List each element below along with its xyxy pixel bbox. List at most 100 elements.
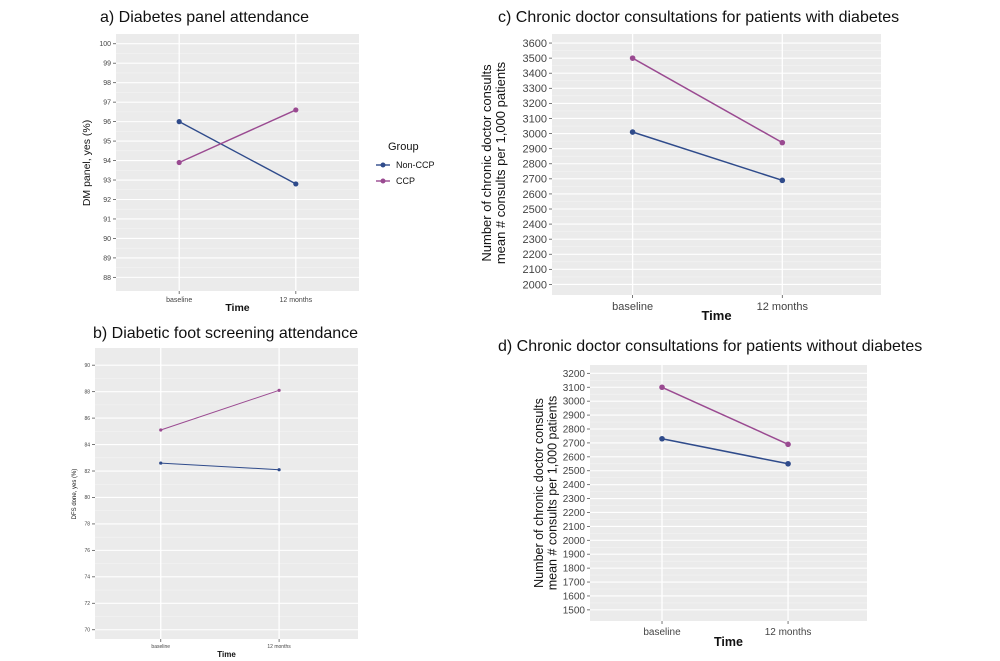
chart-d-y-tick-label: 2800: [563, 425, 586, 436]
chart-d-y-tick-label: 1500: [563, 605, 586, 616]
chart-c-series-line-non-ccp: [632, 131, 783, 182]
chart-c-y-axis-label: Number of chronic doctor consults: [479, 64, 494, 262]
chart-d-point-ccp: [785, 441, 791, 448]
chart-d-title: d) Chronic doctor consultations for pati…: [498, 338, 922, 355]
chart-b-x-tick-label: baseline: [151, 644, 170, 650]
chart-c-y-tick-label: 2200: [523, 249, 547, 261]
chart-c-point-ccp: [779, 139, 786, 146]
chart-b-y-tick-label: 84: [84, 442, 90, 448]
chart-d-y-tick-label: 3200: [563, 369, 586, 380]
chart-b-y-tick-label: 76: [84, 548, 90, 554]
chart-a-y-tick-label: 95: [103, 139, 111, 146]
chart-b-y-tick-label: 72: [84, 601, 90, 607]
chart-c-y-tick-label: 2800: [523, 159, 547, 171]
chart-b-series-line-ccp: [160, 389, 280, 431]
chart-c-y-tick-label: 3000: [523, 128, 547, 140]
chart-c-series-line-ccp: [632, 57, 783, 144]
chart-d-x-tick-label: baseline: [643, 627, 681, 638]
chart-c-plot-area: [552, 34, 881, 295]
chart-b-point-non-ccp: [159, 461, 163, 465]
chart-a-x-axis-label: Time: [225, 302, 249, 314]
chart-c-y-tick-label: 3400: [523, 68, 547, 80]
chart-b-point-ccp: [277, 388, 281, 392]
chart-b-y-tick-label: 78: [84, 522, 90, 528]
chart-a-y-tick-label: 91: [103, 216, 111, 223]
legend-swatch-point-ccp: [380, 178, 386, 184]
chart-d-y-tick-label: 2900: [563, 411, 586, 422]
chart-c-y-tick-label: 2600: [523, 189, 547, 201]
chart-d-y-tick-label: 3100: [563, 383, 586, 394]
chart-a-point-non-ccp: [176, 119, 182, 125]
chart-d-y-axis-label-2: mean # consults per 1,000 patients: [546, 396, 560, 591]
chart-c-title: c) Chronic doctor consultations for pati…: [498, 9, 899, 26]
chart-b-y-axis-label: DFS done, yes (%): [72, 469, 78, 520]
chart-d-y-tick-label: 1700: [563, 578, 586, 589]
chart-a-x-tick-label: baseline: [166, 297, 192, 304]
chart-a-y-tick-label: 94: [103, 158, 111, 165]
chart-c-y-tick-label: 3500: [523, 53, 547, 65]
chart-a-title: a) Diabetes panel attendance: [100, 9, 309, 26]
chart-b-series-line-non-ccp: [160, 462, 280, 471]
chart-d-y-tick-label: 2200: [563, 508, 586, 519]
chart-a: 88 89 90 91 92 93 94 95 96 97 98 99 100 baseline 12 mo…: [81, 34, 359, 314]
chart-a-series-line-ccp: [178, 109, 297, 164]
chart-c-y-tick-label: 2300: [523, 234, 547, 246]
chart-c-y-tick-label: 3200: [523, 98, 547, 110]
chart-a-y-tick-label: 89: [103, 255, 111, 262]
chart-d-y-tick-label: 2000: [563, 536, 586, 547]
chart-d-y-tick-label: 2100: [563, 522, 586, 533]
chart-c: 2000 2100 2200 2300 2400 2500 2600 2700 2800 2900…: [479, 34, 881, 323]
chart-a-point-non-ccp: [293, 181, 299, 187]
chart-d-y-tick-label: 2400: [563, 480, 586, 491]
chart-d-series-line-non-ccp: [661, 438, 789, 465]
chart-a-point-ccp: [176, 159, 182, 166]
chart-c-y-tick-label: 3300: [523, 83, 547, 95]
chart-d-y-tick-label: 1600: [563, 591, 586, 602]
chart-b-y-tick-label: 88: [84, 389, 90, 395]
chart-d: 1500 1600 1700 1800 1900 2000 2100 2200 2300 2400…: [532, 365, 867, 649]
chart-d-y-tick-label: 2300: [563, 494, 586, 505]
chart-a-point-ccp: [293, 107, 299, 113]
chart-d-plot-area: [590, 365, 867, 621]
chart-d-y-tick-label: 2700: [563, 438, 586, 449]
chart-d-y-axis-label: Number of chronic doctor consults: [532, 398, 546, 588]
chart-c-point-non-ccp: [629, 129, 636, 135]
chart-b-point-ccp: [159, 428, 163, 432]
chart-b-y-tick-label: 90: [84, 363, 90, 369]
chart-a-y-tick-label: 99: [103, 61, 111, 68]
chart-b-y-tick-label: 86: [84, 416, 90, 422]
chart-b-plot-area: [95, 348, 358, 639]
chart-c-x-axis-label: Time: [701, 308, 731, 323]
chart-a-y-tick-label: 100: [99, 41, 111, 48]
chart-d-y-tick-label: 3000: [563, 397, 586, 408]
chart-a-y-tick-label: 88: [103, 275, 111, 282]
chart-d-y-tick-label: 2500: [563, 466, 586, 477]
chart-b-y-tick-label: 82: [84, 469, 90, 475]
chart-d-y-tick-label: 1900: [563, 550, 586, 561]
chart-c-y-tick-label: 2700: [523, 174, 547, 186]
chart-a-y-tick-label: 96: [103, 119, 111, 126]
chart-b-y-tick-label: 70: [84, 627, 90, 633]
chart-b: 70 72 74 76 78 80 82 84 86 88 90 baseline 12 months T…: [72, 348, 358, 659]
chart-a-series-line-non-ccp: [178, 120, 297, 185]
chart-d-point-non-ccp: [785, 460, 791, 467]
chart-b-x-tick-label: 12 months: [267, 644, 291, 650]
chart-b-x-axis-label: Time: [217, 650, 236, 659]
chart-c-y-tick-label: 3100: [523, 113, 547, 125]
legend-entry-ccp: CCP: [396, 176, 415, 186]
chart-b-y-tick-label: 80: [84, 495, 90, 501]
chart-a-y-tick-label: 92: [103, 197, 111, 204]
chart-c-y-tick-label: 2400: [523, 219, 547, 231]
legend-swatch-point-non-ccp: [380, 162, 386, 168]
chart-a-y-axis-label: DM panel, yes (%): [81, 120, 93, 206]
chart-c-y-tick-label: 2100: [523, 264, 547, 276]
chart-c-point-non-ccp: [779, 177, 786, 184]
chart-d-y-tick-label: 2600: [563, 452, 586, 463]
chart-a-y-tick-label: 97: [103, 100, 111, 107]
chart-b-y-tick-label: 74: [84, 575, 90, 581]
chart-c-point-ccp: [629, 55, 636, 61]
chart-d-x-axis-label: Time: [714, 635, 743, 649]
chart-d-point-non-ccp: [659, 435, 665, 442]
chart-a-y-tick-label: 93: [103, 177, 111, 184]
